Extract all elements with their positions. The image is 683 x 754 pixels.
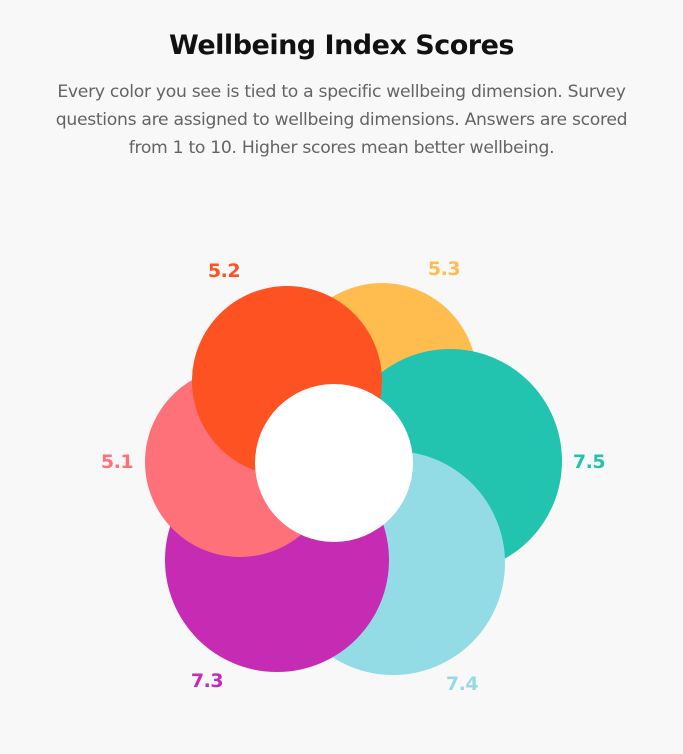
score-label-bottom-left: 7.3: [191, 670, 223, 692]
score-labels: 5.3 7.5 7.4 7.3 5.1 5.2: [101, 258, 606, 695]
chart-title: Wellbeing Index Scores: [169, 30, 514, 61]
subtitle-line-2: questions are assigned to wellbeing dime…: [55, 110, 628, 130]
score-label-top-left: 5.2: [208, 260, 240, 282]
score-label-bottom-right: 7.4: [446, 673, 478, 695]
subtitle-line-1: Every color you see is tied to a specifi…: [57, 82, 626, 102]
score-label-top-right: 5.3: [428, 258, 460, 280]
score-label-left: 5.1: [101, 451, 133, 473]
chart-subtitle: Every color you see is tied to a specifi…: [20, 78, 663, 162]
center-circle: [255, 384, 413, 542]
score-label-right: 7.5: [573, 451, 605, 473]
subtitle-line-3: from 1 to 10. Higher scores mean better …: [128, 138, 555, 158]
